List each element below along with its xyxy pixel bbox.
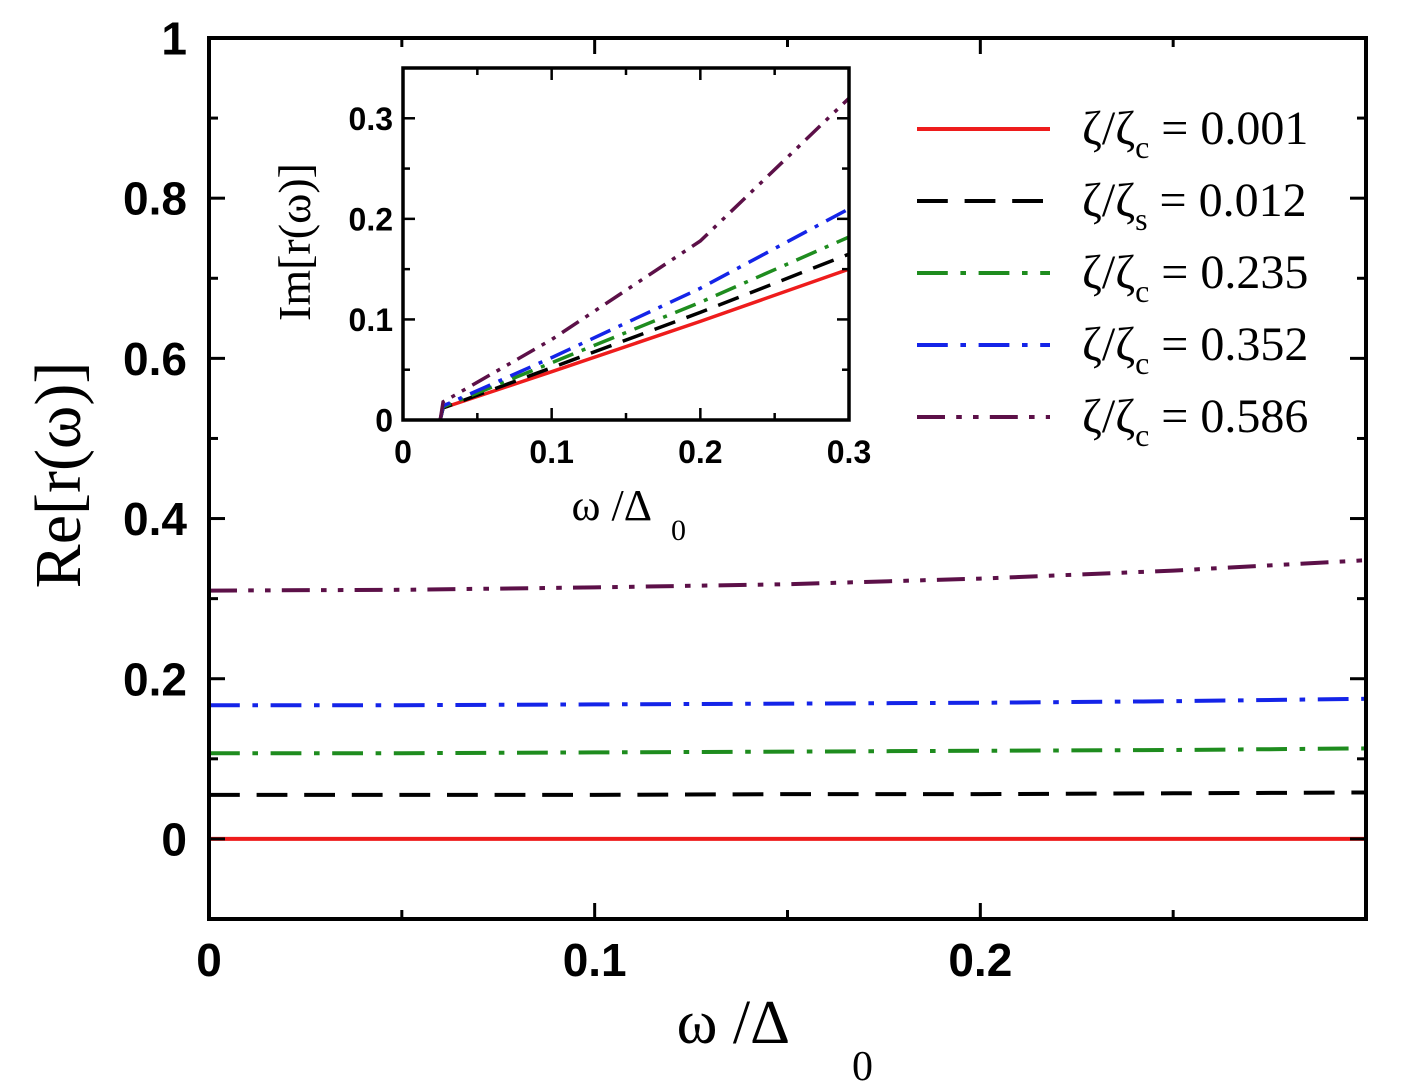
inset-y-axis-label: Im[r(ω)] [269, 163, 320, 321]
inset-background [403, 68, 849, 420]
main-x-tick-label: 0.1 [563, 934, 627, 986]
legend-label-1: ζ/ζc = 0.001 [1082, 102, 1308, 165]
inset-y-tick-label: 0 [375, 403, 393, 439]
main-x-tick-label: 0 [196, 934, 222, 986]
main-series-line-4 [209, 696, 1367, 708]
legend-label-3: ζ/ζc = 0.235 [1082, 246, 1308, 309]
main-y-tick-label: 0 [161, 813, 187, 865]
main-y-tick-label: 0.4 [123, 493, 187, 545]
inset-y-tick-label: 0.2 [349, 201, 393, 237]
main-y-tick-label: 1 [161, 13, 187, 65]
main-series-line-2 [209, 790, 1367, 797]
legend-label-5: ζ/ζc = 0.586 [1082, 390, 1308, 453]
inset-x-tick-label: 0.2 [678, 434, 722, 470]
main-y-tick-label: 0.6 [123, 333, 187, 385]
inset-x-tick-label: 0 [394, 434, 412, 470]
legend-label-4: ζ/ζc = 0.352 [1082, 318, 1308, 381]
inset-series-line-5 [438, 96, 851, 421]
main-x-tick-label: 0.2 [948, 934, 1012, 986]
main-series-line-3 [209, 746, 1367, 756]
main-x-axis-label-text: ω /Δ [677, 989, 790, 1057]
inset-y-tick-label: 0.3 [349, 101, 393, 137]
inset-x-axis-label-text: ω /Δ [572, 481, 652, 530]
main-plot: 0 0.1 0.2 0 0.2 0.4 0.6 0.8 1 [123, 13, 1368, 986]
inset-x-axis-label: ω /Δ 0 [572, 481, 686, 547]
legend: ζ/ζc = 0.001 ζ/ζs = 0.012 ζ/ζc = 0.235 ζ/ζc… [917, 102, 1308, 453]
legend-label-2: ζ/ζs = 0.012 [1082, 174, 1307, 237]
main-y-tick-label: 0.2 [123, 653, 187, 705]
main-y-tick-label: 0.8 [123, 173, 187, 225]
main-x-axis-label-subscript: 0 [852, 1044, 873, 1090]
main-series-line-5 [208, 558, 1367, 593]
inset-x-tick-label: 0.3 [827, 434, 871, 470]
main-y-axis-label: Re[r(ω)] [22, 362, 95, 589]
inset-plot: 0 0.1 0.2 0.3 0 0.1 0.2 0.3 [349, 66, 871, 470]
main-x-axis-label: ω /Δ 0 [677, 989, 873, 1090]
inset-x-axis-label-subscript: 0 [671, 514, 686, 547]
inset-y-tick-label: 0.1 [349, 302, 393, 338]
inset-x-tick-label: 0.1 [529, 434, 573, 470]
